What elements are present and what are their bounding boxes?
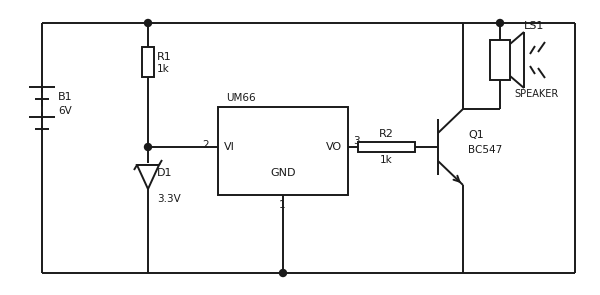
Text: SPEAKER: SPEAKER [514,89,558,99]
Bar [142,47,154,77]
Text: GND: GND [270,168,296,178]
Bar [218,107,348,195]
Circle shape [280,270,287,276]
Text: UM66: UM66 [226,93,256,103]
Text: 1k: 1k [380,155,393,165]
Text: VO: VO [326,142,342,152]
Text: B1: B1 [58,92,73,102]
Text: R1: R1 [157,52,172,62]
Text: 2: 2 [202,140,209,150]
Bar [358,142,415,152]
Text: Q1: Q1 [468,130,484,140]
Text: 3: 3 [353,136,359,146]
Text: 1k: 1k [157,64,170,74]
Circle shape [145,143,151,150]
Text: LS1: LS1 [524,21,544,31]
Text: 3.3V: 3.3V [157,194,181,204]
Text: 6V: 6V [58,106,72,116]
Text: D1: D1 [157,168,173,178]
Polygon shape [137,165,159,189]
Text: VI: VI [224,142,235,152]
Text: 1: 1 [279,200,286,210]
Text: BC547: BC547 [468,145,502,155]
Text: R2: R2 [379,129,394,139]
Circle shape [145,19,151,27]
Bar [490,40,510,80]
Circle shape [497,19,503,27]
